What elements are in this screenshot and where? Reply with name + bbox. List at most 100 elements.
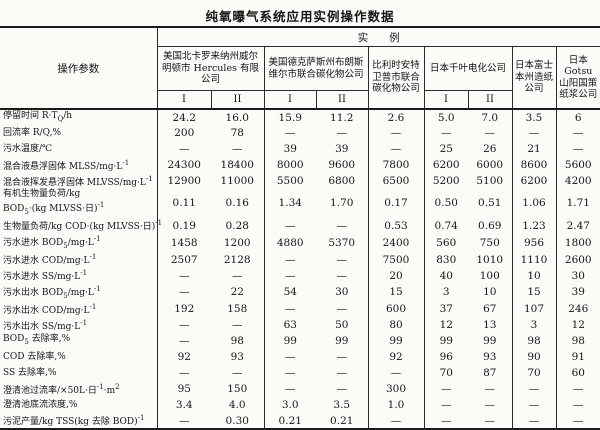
value-cell: 93 <box>211 349 265 366</box>
value-cell: 300 <box>368 381 425 398</box>
row-label: SS 去除率,% <box>0 365 158 382</box>
examples-group-header: 实 例 <box>157 27 600 47</box>
value-cell: — <box>368 413 425 430</box>
value-cell: 3 <box>512 317 557 334</box>
value-cell: — <box>316 381 369 398</box>
value-cell: 70 <box>439 367 453 380</box>
corner-header: 操作参数 <box>0 27 158 109</box>
value-cell: — <box>512 381 557 398</box>
value-cell: 200 <box>174 127 195 139</box>
value-cell: 7.0 <box>468 109 513 125</box>
value-cell: 830 <box>436 253 457 266</box>
row-label: 污泥产量/kg TSS(kg 去除 BOD)-1 <box>0 413 158 430</box>
value-cell: 92 <box>368 349 425 366</box>
value-cell: 6000 <box>468 157 513 173</box>
value-cell: 30 <box>316 283 369 302</box>
company-union-carbide-belgium: 比利时安特卫普市联合碳化物公司 <box>368 46 425 109</box>
value-cell: 11000 <box>211 173 265 189</box>
value-cell: 7500 <box>368 251 425 268</box>
value-cell: — <box>316 365 369 382</box>
row-label: 澄清池底流浓度,% <box>0 397 158 414</box>
value-cell: 0.51 <box>468 189 513 218</box>
value-cell: — <box>368 365 425 382</box>
table-row: 污水进水 COD/mg·L-1 2507 2128— —7500 830 1010 1110… <box>0 251 600 268</box>
value-cell: 8000 <box>276 159 304 171</box>
table-row: COD 去除率,% 92 93— —92 96 93 90 91 <box>0 349 600 366</box>
data-table: 操作参数 实 例 美国北卡罗来纳州威尔明顿市 Hercules 有限公司 美国德… <box>0 26 600 430</box>
value-cell: — <box>368 125 425 141</box>
table-row: 停留时间 R·TQ/h 24.2 16.0 15.9 11.2 2.6 5.0 7.0 3.5 6 <box>0 109 600 125</box>
value-cell: 24.2 <box>172 111 196 124</box>
company-fuji-honshu: 日本富士本州造纸公司 <box>512 46 557 109</box>
value-cell: 6 <box>574 111 582 124</box>
value-cell: 1.0 <box>368 397 425 414</box>
value-cell: 16.0 <box>211 109 265 125</box>
value-cell: 2.47 <box>566 219 590 232</box>
value-cell: — <box>179 143 190 155</box>
value-cell: 0.11 <box>172 197 196 210</box>
value-cell: — <box>573 383 584 396</box>
table-body: 停留时间 R·TQ/h 24.2 16.0 15.9 11.2 2.6 5.0 7.0 3.5 6… <box>0 109 600 430</box>
value-cell: 4880 <box>276 236 304 249</box>
value-cell: — <box>285 303 296 316</box>
value-cell: 18400 <box>211 157 265 173</box>
value-cell: 39 <box>316 141 369 157</box>
value-cell: 7800 <box>368 157 425 173</box>
value-cell: 0.28 <box>211 217 265 234</box>
row-label: 污水出水 SS/mg·L-1 <box>0 317 158 334</box>
row-label: 污水温度/℃ <box>0 141 158 157</box>
value-cell: — <box>512 125 557 141</box>
value-cell: 21 <box>512 141 557 157</box>
row-label: 有机生物量负荷/kg BOD5·(kg MLVSS·日)-1 <box>0 189 158 218</box>
value-cell: 40 <box>439 269 453 282</box>
value-cell: 1.70 <box>316 189 369 218</box>
table-row: 混合液悬浮固体 MLSS/mg·L-1 24300 18400 8000 9600 780… <box>0 157 600 173</box>
value-cell: — <box>468 397 513 414</box>
row-label: 澄清池过流率/×50L·日-1·m2 <box>0 381 158 398</box>
subcol-texas-1: I <box>264 90 317 109</box>
value-cell: 25 <box>439 143 453 155</box>
value-cell: 4200 <box>564 175 592 187</box>
subcol-chiba-2: II <box>468 90 513 109</box>
row-label: 停留时间 R·TQ/h <box>0 109 158 125</box>
value-cell: 92 <box>177 351 191 364</box>
row-label: 污水进水 BOD5/mg·L-1 <box>0 233 158 252</box>
page-title: 纯氧曝气系统应用实例操作数据 <box>205 9 395 24</box>
value-cell: — <box>179 414 190 427</box>
value-cell: 90 <box>512 349 557 366</box>
value-cell: 0.50 <box>434 197 458 210</box>
value-cell: 98 <box>211 333 265 350</box>
table-row: 混合液挥发悬浮固体 MLVSS/mg·L-1 12900 11000 5500 6800… <box>0 173 600 189</box>
value-cell: 5500 <box>276 175 304 187</box>
value-cell: 5370 <box>316 233 369 252</box>
value-cell: 6500 <box>368 173 425 189</box>
value-cell: 39 <box>571 286 585 299</box>
value-cell: — <box>441 414 452 427</box>
value-cell: 192 <box>174 303 195 316</box>
value-cell: 5600 <box>564 159 592 171</box>
value-cell: 0.74 <box>434 219 458 232</box>
value-cell: 0.69 <box>468 217 513 234</box>
table-row: 污水出水 SS/mg·L-1 — — 63 50 80 12 13 3 12 <box>0 317 600 334</box>
row-label: COD 去除率,% <box>0 349 158 366</box>
value-cell: — <box>179 269 190 282</box>
row-label: 混合液挥发悬浮固体 MLVSS/mg·L-1 <box>0 173 158 189</box>
value-cell: 15 <box>368 283 425 302</box>
value-cell: — <box>368 141 425 157</box>
value-cell: 37 <box>439 303 453 316</box>
company-chiba-denka: 日本千叶电化公司 <box>424 46 513 91</box>
value-cell: — <box>573 127 584 139</box>
value-cell: 6200 <box>432 159 460 171</box>
table-row: SS 去除率,% — — — — —70 87 70 60 <box>0 365 600 382</box>
value-cell: 80 <box>368 317 425 334</box>
value-cell: 2.6 <box>368 109 425 125</box>
table-header: 操作参数 实 例 美国北卡罗来纳州威尔明顿市 Hercules 有限公司 美国德… <box>0 27 600 109</box>
table-row: 生物量负荷/kg COD·(kg MLVSS·日)-1 0.19 0.28— —0.5… <box>0 217 600 234</box>
value-cell: — <box>512 397 557 414</box>
value-cell: — <box>316 267 369 284</box>
subcol-hercules-1: I <box>157 90 212 109</box>
value-cell: 54 <box>283 286 297 299</box>
value-cell: 95 <box>177 383 191 396</box>
value-cell: 2400 <box>368 233 425 252</box>
value-cell: 3.0 <box>281 399 299 412</box>
